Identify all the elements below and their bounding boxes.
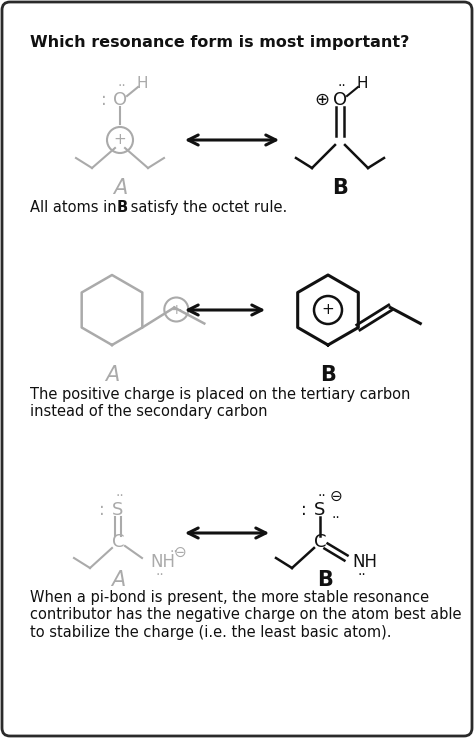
Text: :: : — [301, 501, 307, 519]
Text: C: C — [112, 533, 124, 551]
Text: ··: ·· — [116, 489, 124, 503]
Text: The positive charge is placed on the tertiary carbon
instead of the secondary ca: The positive charge is placed on the ter… — [30, 387, 410, 419]
Text: NH: NH — [352, 553, 377, 571]
Text: :: : — [101, 91, 107, 109]
Text: H: H — [356, 77, 368, 92]
Text: NH: NH — [150, 553, 175, 571]
Text: satisfy the octet rule.: satisfy the octet rule. — [126, 200, 287, 215]
Text: ⊖: ⊖ — [173, 545, 186, 559]
Text: ⊖: ⊖ — [329, 489, 342, 503]
Text: B: B — [317, 570, 333, 590]
Text: ··: ·· — [318, 489, 327, 503]
Text: +: + — [171, 303, 182, 317]
Text: When a pi-bond is present, the more stable resonance
contributor has the negativ: When a pi-bond is present, the more stab… — [30, 590, 462, 640]
Text: ··: ·· — [332, 511, 340, 525]
Text: O: O — [113, 91, 127, 109]
Text: B: B — [117, 200, 128, 215]
Text: H: H — [136, 77, 148, 92]
Text: ··: ·· — [155, 568, 164, 582]
Text: ··: ·· — [170, 545, 178, 559]
Text: All atoms in: All atoms in — [30, 200, 121, 215]
Text: Which resonance form is most important?: Which resonance form is most important? — [30, 35, 410, 50]
Text: +: + — [322, 303, 334, 317]
Text: ··: ·· — [357, 568, 366, 582]
Text: ··: ·· — [337, 79, 346, 93]
Text: +: + — [114, 133, 127, 148]
Text: :: : — [99, 501, 105, 519]
Text: A: A — [113, 178, 127, 198]
Text: B: B — [332, 178, 348, 198]
Text: C: C — [314, 533, 326, 551]
Text: B: B — [320, 365, 336, 385]
Text: S: S — [314, 501, 326, 519]
Text: ⊕: ⊕ — [314, 91, 329, 109]
Text: S: S — [112, 501, 124, 519]
Text: ··: ·· — [118, 79, 127, 93]
Text: A: A — [111, 570, 125, 590]
Text: A: A — [105, 365, 119, 385]
Text: O: O — [333, 91, 347, 109]
